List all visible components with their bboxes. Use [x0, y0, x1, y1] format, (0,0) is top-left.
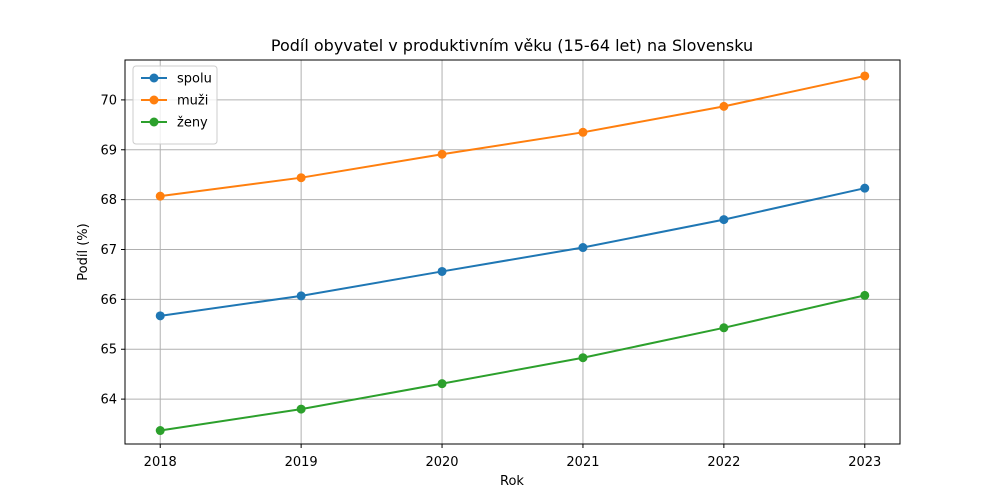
x-tick-label: 2023 [848, 455, 881, 470]
data-point [719, 215, 729, 225]
y-tick-label: 66 [100, 293, 117, 308]
data-point [860, 71, 870, 81]
x-tick-label: 2019 [285, 455, 318, 470]
y-tick-label: 68 [100, 193, 117, 208]
grid-layer [125, 60, 900, 444]
legend-marker [149, 73, 159, 83]
series-layer [155, 71, 870, 436]
legend-label: ženy [177, 116, 208, 131]
x-tick-label: 2021 [566, 455, 599, 470]
chart-title: Podíl obyvatel v produktivním věku (15-6… [271, 36, 753, 55]
y-tick-label: 70 [100, 93, 117, 108]
series-line-2 [160, 294, 865, 432]
y-tick-label: 69 [100, 143, 117, 158]
data-point [860, 290, 870, 300]
data-point [296, 291, 306, 301]
legend: spolu muži ženy [132, 65, 218, 145]
data-point [719, 323, 729, 333]
y-axis-label: Podíl (%) [76, 223, 91, 280]
x-axis-label: Rok [500, 474, 524, 489]
series-line-0 [160, 187, 865, 317]
data-point [437, 379, 447, 389]
data-point [155, 311, 165, 321]
legend-marker [149, 117, 159, 127]
data-point [578, 127, 588, 137]
plot-frame [124, 59, 901, 445]
legend-label: spolu [177, 72, 212, 87]
legend-label: muži [177, 94, 208, 109]
data-point [719, 101, 729, 111]
y-tick-label: 65 [100, 343, 117, 358]
x-tick-label: 2018 [144, 455, 177, 470]
data-point [296, 173, 306, 183]
data-point [860, 183, 870, 193]
x-tick-label: 2020 [425, 455, 458, 470]
y-tick-label: 64 [100, 393, 117, 408]
data-point [578, 353, 588, 363]
data-point [155, 426, 165, 436]
data-point [437, 266, 447, 276]
x-tick-label: 2022 [707, 455, 740, 470]
series-line-1 [160, 74, 865, 198]
data-point [296, 404, 306, 414]
data-point [578, 243, 588, 253]
y-tick-label: 67 [100, 243, 117, 258]
legend-marker [149, 95, 159, 105]
data-point [155, 191, 165, 201]
data-point [437, 149, 447, 159]
ticks-layer: 2018 2019 2020 2021 2022 2023 64 65 66 67 68 69 70 [100, 93, 881, 470]
